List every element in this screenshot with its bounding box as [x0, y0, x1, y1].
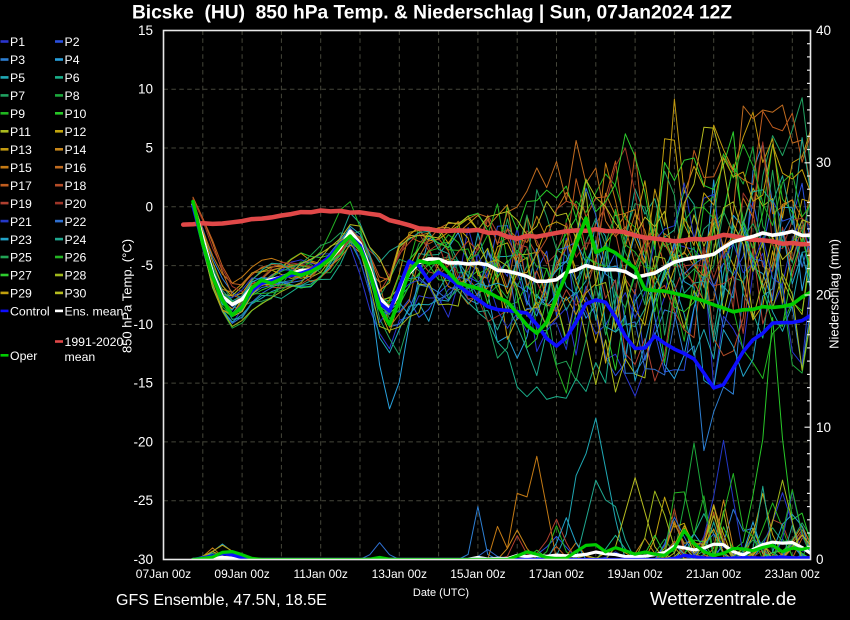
svg-text:-30: -30 — [133, 552, 153, 567]
svg-text:13Jan 00z: 13Jan 00z — [372, 567, 427, 581]
svg-text:P26: P26 — [65, 251, 87, 265]
svg-text:P8: P8 — [65, 89, 80, 103]
svg-text:P13: P13 — [10, 143, 32, 157]
svg-text:P22: P22 — [65, 215, 87, 229]
svg-text:P14: P14 — [65, 143, 87, 157]
svg-text:Niederschlag (mm): Niederschlag (mm) — [827, 239, 842, 349]
svg-text:P23: P23 — [10, 233, 32, 247]
svg-text:P28: P28 — [65, 269, 87, 283]
svg-text:30: 30 — [816, 155, 831, 170]
svg-text:Ens. mean: Ens. mean — [65, 305, 124, 319]
svg-text:P20: P20 — [65, 197, 87, 211]
svg-text:P17: P17 — [10, 179, 32, 193]
svg-text:23Jan 00z: 23Jan 00z — [765, 567, 820, 581]
svg-text:0: 0 — [145, 199, 153, 214]
svg-text:P5: P5 — [10, 71, 25, 85]
svg-text:P15: P15 — [10, 161, 32, 175]
svg-text:P10: P10 — [65, 107, 87, 121]
svg-text:-5: -5 — [141, 258, 153, 273]
svg-text:Date (UTC): Date (UTC) — [413, 587, 469, 599]
svg-text:-10: -10 — [133, 317, 153, 332]
svg-text:P4: P4 — [65, 53, 80, 67]
svg-text:P25: P25 — [10, 251, 32, 265]
svg-text:P7: P7 — [10, 89, 25, 103]
svg-text:P21: P21 — [10, 215, 32, 229]
svg-text:Wetterzentrale.de: Wetterzentrale.de — [650, 588, 796, 609]
svg-text:10: 10 — [138, 82, 153, 97]
svg-text:P2: P2 — [65, 35, 80, 49]
svg-text:15Jan 00z: 15Jan 00z — [450, 567, 505, 581]
svg-text:GFS Ensemble, 47.5N, 18.5E: GFS Ensemble, 47.5N, 18.5E — [116, 592, 327, 609]
svg-text:P6: P6 — [65, 71, 80, 85]
svg-text:21Jan 00z: 21Jan 00z — [686, 567, 741, 581]
svg-text:17Jan 00z: 17Jan 00z — [529, 567, 584, 581]
svg-text:P11: P11 — [10, 125, 31, 139]
svg-text:P24: P24 — [65, 233, 87, 247]
svg-text:-15: -15 — [133, 376, 153, 391]
svg-text:0: 0 — [816, 552, 824, 567]
svg-text:09Jan 00z: 09Jan 00z — [214, 567, 269, 581]
svg-text:P30: P30 — [65, 287, 87, 301]
svg-text:Control: Control — [10, 305, 50, 319]
svg-text:P16: P16 — [65, 161, 87, 175]
svg-text:850 hPa Temp. (°C): 850 hPa Temp. (°C) — [120, 239, 135, 353]
svg-text:11Jan 00z: 11Jan 00z — [293, 567, 348, 581]
svg-text:1991-2020: 1991-2020 — [65, 335, 124, 349]
svg-text:mean: mean — [65, 350, 96, 364]
svg-text:10: 10 — [816, 420, 831, 435]
svg-text:P18: P18 — [65, 179, 87, 193]
svg-text:20: 20 — [816, 288, 831, 303]
svg-text:P27: P27 — [10, 269, 32, 283]
svg-text:P1: P1 — [10, 35, 25, 49]
svg-text:P29: P29 — [10, 287, 32, 301]
svg-text:07Jan 00z: 07Jan 00z — [136, 567, 191, 581]
svg-text:Bicske (HU) 850 hPa Temp. &: Bicske (HU) 850 hPa Temp. & Niederschlag… — [132, 3, 732, 24]
svg-text:Oper: Oper — [10, 349, 37, 363]
svg-text:15: 15 — [138, 23, 153, 38]
svg-text:19Jan 00z: 19Jan 00z — [607, 567, 662, 581]
svg-text:-20: -20 — [133, 434, 153, 449]
svg-text:-25: -25 — [133, 493, 153, 508]
svg-text:P19: P19 — [10, 197, 32, 211]
svg-text:P12: P12 — [65, 125, 87, 139]
svg-text:40: 40 — [816, 23, 831, 38]
svg-text:5: 5 — [145, 141, 153, 156]
svg-text:P3: P3 — [10, 53, 25, 67]
svg-text:P9: P9 — [10, 107, 25, 121]
